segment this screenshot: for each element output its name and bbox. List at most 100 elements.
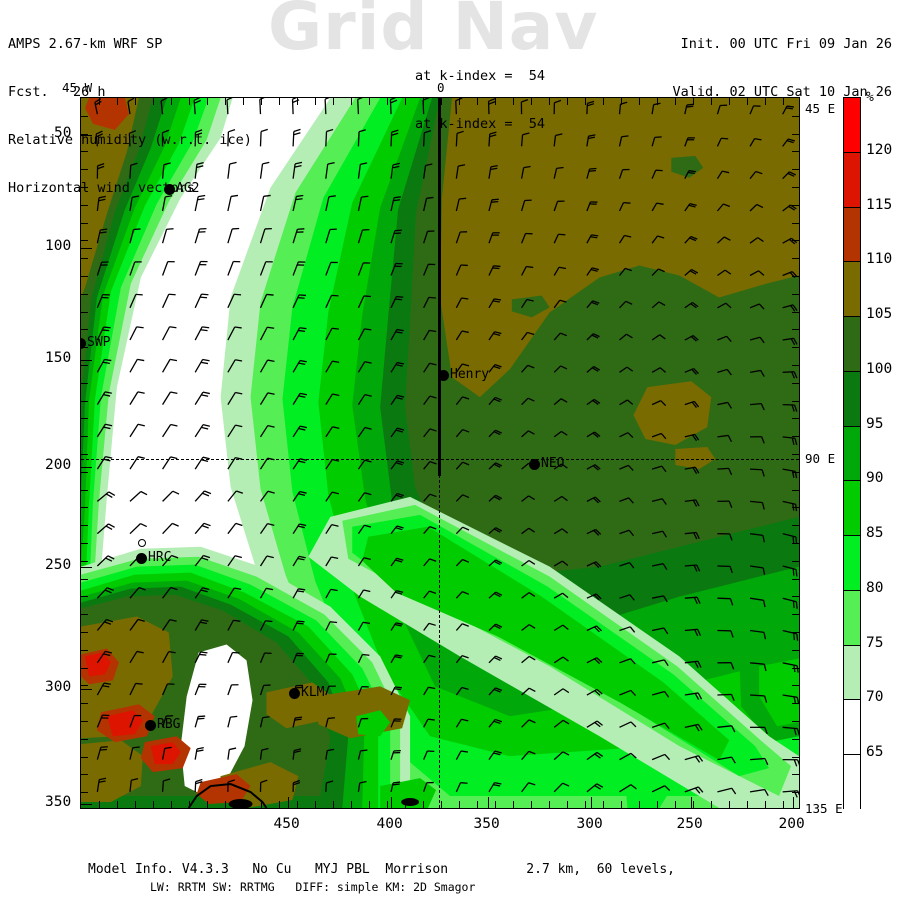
axis-tick [441,801,442,808]
colorbar-segment [844,481,860,537]
wind-barb [455,750,469,760]
axis-tick [693,98,694,105]
axis-tick [81,400,88,402]
axis-tick [792,703,799,705]
wind-barb [423,590,437,599]
axis-tick [747,801,748,808]
axis-tick [81,632,88,633]
wind-barb [325,556,339,567]
axis-tick [729,801,730,808]
wind-barb [455,558,470,567]
wind-barb [553,133,563,147]
wind-barb [684,334,699,342]
wind-barb [129,162,138,179]
wind-barb [684,400,700,409]
wind-barb [586,783,604,793]
wind-barb [455,297,469,309]
wind-barb [488,164,498,179]
axis-tick [279,801,280,808]
wind-barb [749,402,765,411]
wind-barb [553,463,568,470]
axis-tick [513,801,514,808]
wind-barb [521,430,535,438]
wind-barb [488,559,503,567]
x-axis-tick-label: 400 [376,816,403,832]
wind-barb [129,261,142,276]
colorbar-tick-label: 65 [866,744,884,761]
axis-tick [792,115,799,117]
colorbar-segment [844,371,860,427]
wind-barb [357,621,370,631]
wind-barb [357,685,369,696]
wind-barb [129,293,143,309]
wind-barb [357,394,372,405]
axis-tick [171,801,172,808]
wind-barb [749,303,765,310]
wind-barb [586,464,601,471]
map-plot-area[interactable]: AG2 SWP Henry NEO HRC KLM RBG [80,97,800,809]
wind-barb [586,100,595,115]
wind-barb [259,293,274,309]
wind-barb [586,561,602,569]
wind-barb [488,265,501,276]
wind-barb [423,622,436,631]
axis-tick [81,614,88,616]
wind-barb [488,364,502,373]
init-time: Init. 00 UTC Fri 09 Jan 26 [680,36,892,52]
wind-barb [488,198,499,212]
wind-barb [684,628,702,637]
wind-barb [96,391,112,405]
axis-tick [792,204,799,206]
wind-barb [749,694,768,703]
wind-barb [553,430,568,438]
wind-barb [619,561,635,569]
axis-tick [792,222,799,224]
wind-barb [455,782,468,793]
colorbar-segment [844,590,860,646]
wind-barb [553,233,566,244]
colorbar[interactable] [843,97,861,810]
wind-barb [390,196,401,212]
wind-barb [619,689,637,697]
axis-tick [477,98,478,105]
wind-barb [227,424,243,438]
colorbar-segment [844,755,860,810]
corner-label-top-right: 45 E [805,101,836,116]
wind-barb [717,302,732,309]
axis-tick [765,98,766,105]
axis-tick-major [81,248,92,249]
wind-barb [423,718,435,728]
wind-barb [390,589,404,599]
wind-barb [259,424,275,438]
axis-tick [567,801,568,808]
wind-barb [782,337,798,346]
wind-barb [390,686,402,696]
axis-tick [207,801,208,808]
wind-barb [423,558,437,567]
wind-barb [194,490,212,502]
colorbar-tick-label: 75 [866,634,884,651]
colorbar-tick-label: 95 [866,415,884,432]
axis-tick [81,311,88,313]
wind-barb [194,326,210,341]
wind-barb [390,557,404,567]
wind-barb [488,331,502,341]
wind-barb [749,565,766,575]
axis-tick-major [81,804,92,805]
wind-barb [161,228,174,244]
wind-barb [651,722,670,730]
axis-tick [729,98,730,105]
wind-barb [651,753,671,761]
wind-barb [227,555,243,567]
wind-barb [292,716,303,728]
wind-barb [423,460,437,470]
axis-tick [405,98,406,105]
wind-barb [292,392,308,405]
axis-tick [792,649,799,651]
wind-barb [129,523,147,535]
wind-barb [357,459,372,470]
colorbar-segment [844,98,860,153]
wind-barb [717,756,736,764]
wind-barb [357,98,363,115]
